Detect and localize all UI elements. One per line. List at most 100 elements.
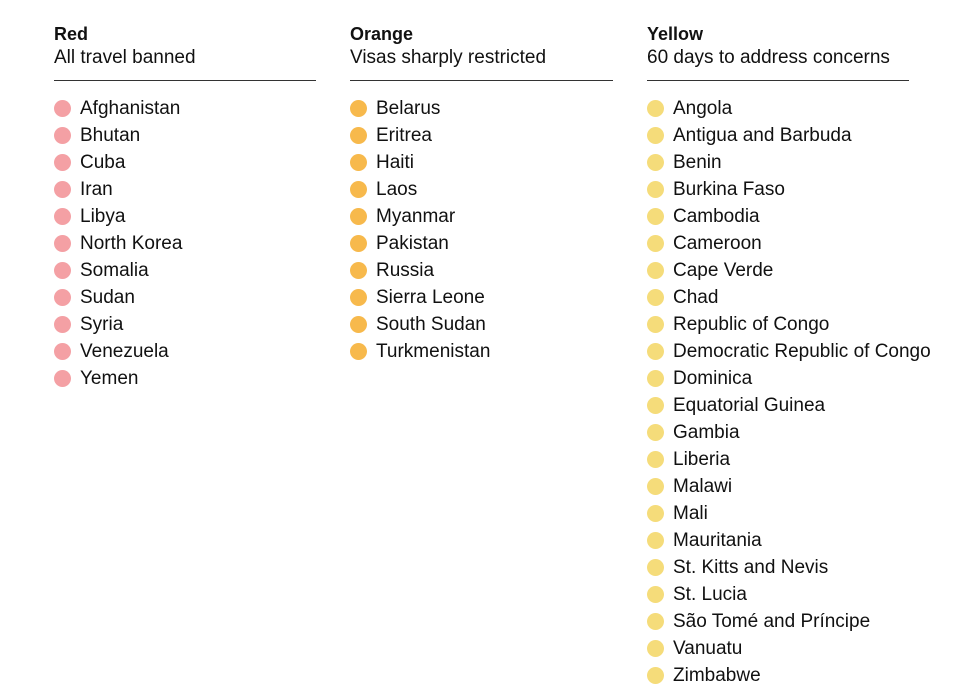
country-name: Mali — [673, 503, 708, 524]
list-item: Benin — [647, 149, 909, 176]
category-column-yellow: Yellow 60 days to address concerns Angol… — [647, 22, 931, 689]
country-name: Cambodia — [673, 206, 760, 227]
list-item: Democratic Republic of Congo — [647, 338, 931, 365]
country-name: Gambia — [673, 422, 740, 443]
list-item: Burkina Faso — [647, 176, 909, 203]
country-list: Afghanistan Bhutan Cuba Iran Libya North Kore… — [54, 95, 316, 392]
status-dot-icon — [54, 316, 71, 333]
country-name: Liberia — [673, 449, 731, 470]
country-name: Eritrea — [376, 125, 432, 146]
category-title: Red — [54, 24, 89, 44]
country-name: St. Lucia — [673, 584, 747, 605]
status-dot-icon — [350, 289, 367, 306]
country-name: Equatorial Guinea — [673, 395, 826, 416]
status-dot-icon — [647, 154, 664, 171]
list-item: North Korea — [54, 230, 316, 257]
status-dot-icon — [647, 262, 664, 279]
status-dot-icon — [350, 181, 367, 198]
status-dot-icon — [647, 640, 664, 657]
status-dot-icon — [54, 262, 71, 279]
status-dot-icon — [54, 100, 71, 117]
status-dot-icon — [647, 100, 664, 117]
country-name: Cuba — [80, 152, 126, 173]
list-item: Zimbabwe — [647, 662, 909, 689]
list-item: St. Lucia — [647, 581, 909, 608]
status-dot-icon — [647, 559, 664, 576]
list-item: Venezuela — [54, 338, 316, 365]
country-name: Somalia — [80, 260, 149, 281]
status-dot-icon — [54, 208, 71, 225]
list-item: Syria — [54, 311, 316, 338]
status-dot-icon — [350, 235, 367, 252]
country-name: Venezuela — [80, 341, 169, 362]
list-item: Gambia — [647, 419, 909, 446]
status-dot-icon — [647, 478, 664, 495]
list-item: Belarus — [350, 95, 613, 122]
list-item: Cape Verde — [647, 257, 909, 284]
category-divider — [350, 80, 613, 81]
status-dot-icon — [350, 127, 367, 144]
category-divider — [54, 80, 316, 81]
country-name: Haiti — [376, 152, 415, 173]
country-name: Belarus — [376, 98, 441, 119]
category-column-red: Red All travel banned Afghanistan Bhutan C… — [54, 22, 316, 392]
list-item: St. Kitts and Nevis — [647, 554, 909, 581]
country-name: Benin — [673, 152, 722, 173]
list-item: Vanuatu — [647, 635, 909, 662]
list-item: Cambodia — [647, 203, 909, 230]
status-dot-icon — [350, 316, 367, 333]
status-dot-icon — [647, 127, 664, 144]
list-item: Sierra Leone — [350, 284, 613, 311]
status-dot-icon — [350, 100, 367, 117]
list-item: Somalia — [54, 257, 316, 284]
category-subtitle: 60 days to address concerns — [647, 47, 890, 68]
country-name: Antigua and Barbuda — [673, 125, 852, 146]
list-item: Mali — [647, 500, 909, 527]
list-item: Liberia — [647, 446, 909, 473]
country-name: Cape Verde — [673, 260, 774, 281]
category-subtitle: All travel banned — [54, 47, 196, 68]
list-item: Russia — [350, 257, 613, 284]
status-dot-icon — [350, 343, 367, 360]
list-item: Cameroon — [647, 230, 909, 257]
country-name: Myanmar — [376, 206, 456, 227]
country-name: Zimbabwe — [673, 665, 761, 686]
status-dot-icon — [54, 370, 71, 387]
category-subtitle: Visas sharply restricted — [350, 47, 547, 68]
status-dot-icon — [54, 235, 71, 252]
status-dot-icon — [350, 262, 367, 279]
status-dot-icon — [647, 343, 664, 360]
category-column-orange: Orange Visas sharply restricted Belarus E… — [350, 22, 613, 365]
list-item: São Tomé and Príncipe — [647, 608, 909, 635]
status-dot-icon — [54, 154, 71, 171]
country-list: Angola Antigua and Barbuda Benin Burkina Fa… — [647, 95, 931, 689]
country-name: Afghanistan — [80, 98, 181, 119]
country-name: South Sudan — [376, 314, 486, 335]
list-item: Mauritania — [647, 527, 909, 554]
country-name: Angola — [673, 98, 733, 119]
list-item: Iran — [54, 176, 316, 203]
status-dot-icon — [647, 208, 664, 225]
list-item: Antigua and Barbuda — [647, 122, 909, 149]
status-dot-icon — [647, 316, 664, 333]
status-dot-icon — [647, 667, 664, 684]
list-item: Equatorial Guinea — [647, 392, 909, 419]
list-item: South Sudan — [350, 311, 613, 338]
list-item: Bhutan — [54, 122, 316, 149]
status-dot-icon — [647, 181, 664, 198]
list-item: Cuba — [54, 149, 316, 176]
status-dot-icon — [647, 370, 664, 387]
list-item: Pakistan — [350, 230, 613, 257]
country-name: Vanuatu — [673, 638, 743, 659]
country-name: St. Kitts and Nevis — [673, 557, 829, 578]
list-item: Eritrea — [350, 122, 613, 149]
country-name: São Tomé and Príncipe — [673, 611, 871, 632]
country-name: Turkmenistan — [376, 341, 491, 362]
country-name: Malawi — [673, 476, 733, 497]
country-name: North Korea — [80, 233, 183, 254]
status-dot-icon — [350, 154, 367, 171]
country-name: Libya — [80, 206, 126, 227]
status-dot-icon — [54, 181, 71, 198]
list-item: Yemen — [54, 365, 316, 392]
country-name: Mauritania — [673, 530, 762, 551]
